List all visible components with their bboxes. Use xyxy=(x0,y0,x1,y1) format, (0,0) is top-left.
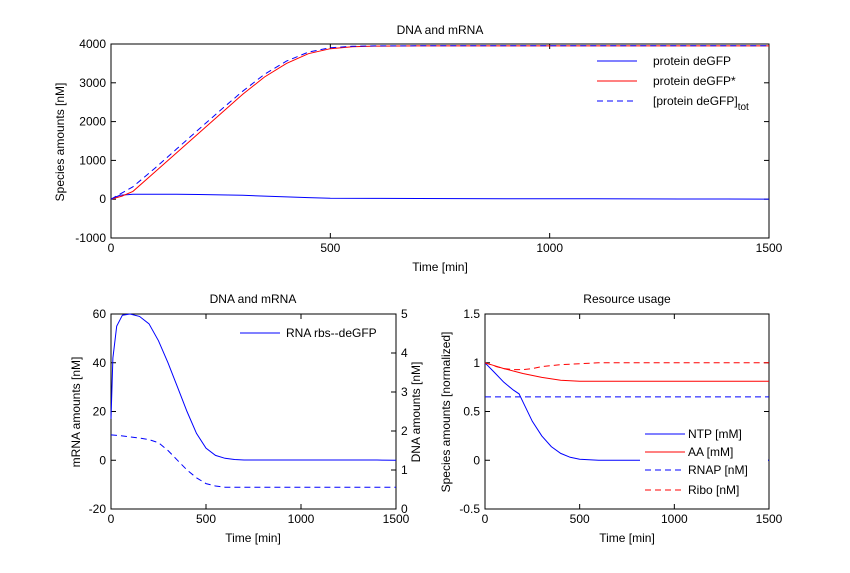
bl-y2tick-label-0: 0 xyxy=(401,502,408,516)
bl-y2tick-label-3: 3 xyxy=(401,385,408,399)
top-xtick-label-3: 1500 xyxy=(756,241,783,255)
bl-xtick-label-1: 500 xyxy=(196,512,216,526)
br-legend-box xyxy=(640,424,768,504)
top-legend-label-0: protein deGFP xyxy=(653,54,731,68)
top-legend-box xyxy=(588,48,760,118)
top-xtick-label-0: 0 xyxy=(108,241,115,255)
br-chart-title: Resource usage xyxy=(583,292,671,306)
top-chart-ylabel: Species amounts [nM] xyxy=(53,83,67,202)
br-ytick-label-1: 0 xyxy=(473,453,480,467)
bl-xtick-label-3: 1500 xyxy=(383,512,410,526)
br-xtick-label-2: 1000 xyxy=(661,512,688,526)
br-chart-legend: NTP [mM] AA [mM] RNAP [nM] Ribo [nM] xyxy=(640,424,768,504)
bl-chart-legend: RNA rbs--deGFP xyxy=(232,322,390,346)
top-ytick-label-3: 2000 xyxy=(79,115,106,129)
bl-y2tick-label-1: 1 xyxy=(401,463,408,477)
bl-y2tick-label-2: 2 xyxy=(401,424,408,438)
top-xtick-label-1: 500 xyxy=(320,241,340,255)
top-ytick-label-5: 4000 xyxy=(79,37,106,51)
top-axes-box xyxy=(110,43,770,239)
bl-ytick-label-4: 60 xyxy=(93,307,107,321)
br-chart-ylabel: Species amounts [normalized] xyxy=(439,332,453,493)
top-series-line-2 xyxy=(110,45,769,200)
top-xtick-label-2: 1000 xyxy=(536,241,563,255)
bl-ytick-label-2: 20 xyxy=(93,405,107,419)
br-legend-label-3: Ribo [nM] xyxy=(688,483,739,497)
bl-xtick-label-2: 1000 xyxy=(288,512,315,526)
br-xtick-label-3: 1500 xyxy=(756,512,783,526)
top-legend-label-1: protein deGFP* xyxy=(653,74,736,88)
top-chart: DNA and mRNA Time [min] Species amounts … xyxy=(53,23,783,274)
bl-y2tick-label-4: 4 xyxy=(401,346,408,360)
top-ytick-label-1: 0 xyxy=(99,192,106,206)
br-xtick-label-0: 0 xyxy=(482,512,489,526)
top-ytick-label-0: -1000 xyxy=(75,231,106,245)
br-legend-label-2: RNAP [nM] xyxy=(688,463,748,477)
bl-legend-label-0: RNA rbs--deGFP xyxy=(286,326,377,340)
br-xtick-label-1: 500 xyxy=(570,512,590,526)
br-legend-label-1: AA [mM] xyxy=(688,445,733,459)
bl-chart-ylabel: mRNA amounts [nM] xyxy=(69,357,83,468)
bl-series-line-1 xyxy=(110,434,396,488)
top-chart-xlabel: Time [min] xyxy=(412,260,468,274)
top-legend-label-2: [protein deGFP]tot xyxy=(653,94,749,113)
bl-ytick-label-3: 40 xyxy=(93,356,107,370)
bottom-left-chart: DNA and mRNA Time [min] mRNA amounts [nM… xyxy=(69,292,423,545)
bl-xtick-label-0: 0 xyxy=(108,512,115,526)
top-ytick-label-4: 3000 xyxy=(79,76,106,90)
br-ytick-label-2: 0.5 xyxy=(463,405,480,419)
bl-chart-title: DNA and mRNA xyxy=(210,292,297,306)
bl-series-line-0 xyxy=(110,313,397,461)
br-series-line-3 xyxy=(484,362,769,371)
br-ytick-label-3: 1 xyxy=(473,356,480,370)
top-chart-title: DNA and mRNA xyxy=(397,23,484,37)
top-ytick-label-2: 1000 xyxy=(79,153,106,167)
br-legend-label-0: NTP [mM] xyxy=(688,427,742,441)
bottom-right-chart: Resource usage Time [min] Species amount… xyxy=(439,292,783,545)
bl-chart-xlabel: Time [min] xyxy=(225,531,281,545)
bl-ytick-label-1: 0 xyxy=(99,453,106,467)
bl-chart-y2label: DNA amounts [nM] xyxy=(409,362,423,463)
top-series-line-1 xyxy=(110,45,769,200)
bl-ytick-label-0: -20 xyxy=(89,502,107,516)
br-series-line-1 xyxy=(484,362,769,382)
top-legend-label-2-main: [protein deGFP] xyxy=(653,94,738,108)
bl-y2tick-label-5: 5 xyxy=(401,307,408,321)
top-series-line-0 xyxy=(110,193,770,200)
top-chart-legend: protein deGFP protein deGFP* [protein de… xyxy=(588,48,760,118)
br-chart-plot: 0 500 1000 1500-0.500.511.5 xyxy=(459,307,782,526)
top-legend-label-2-sub: tot xyxy=(738,102,749,113)
br-ytick-label-0: -0.5 xyxy=(459,502,480,516)
br-chart-xlabel: Time [min] xyxy=(599,531,655,545)
bl-legend-box xyxy=(232,322,390,346)
br-ytick-label-4: 1.5 xyxy=(463,307,480,321)
